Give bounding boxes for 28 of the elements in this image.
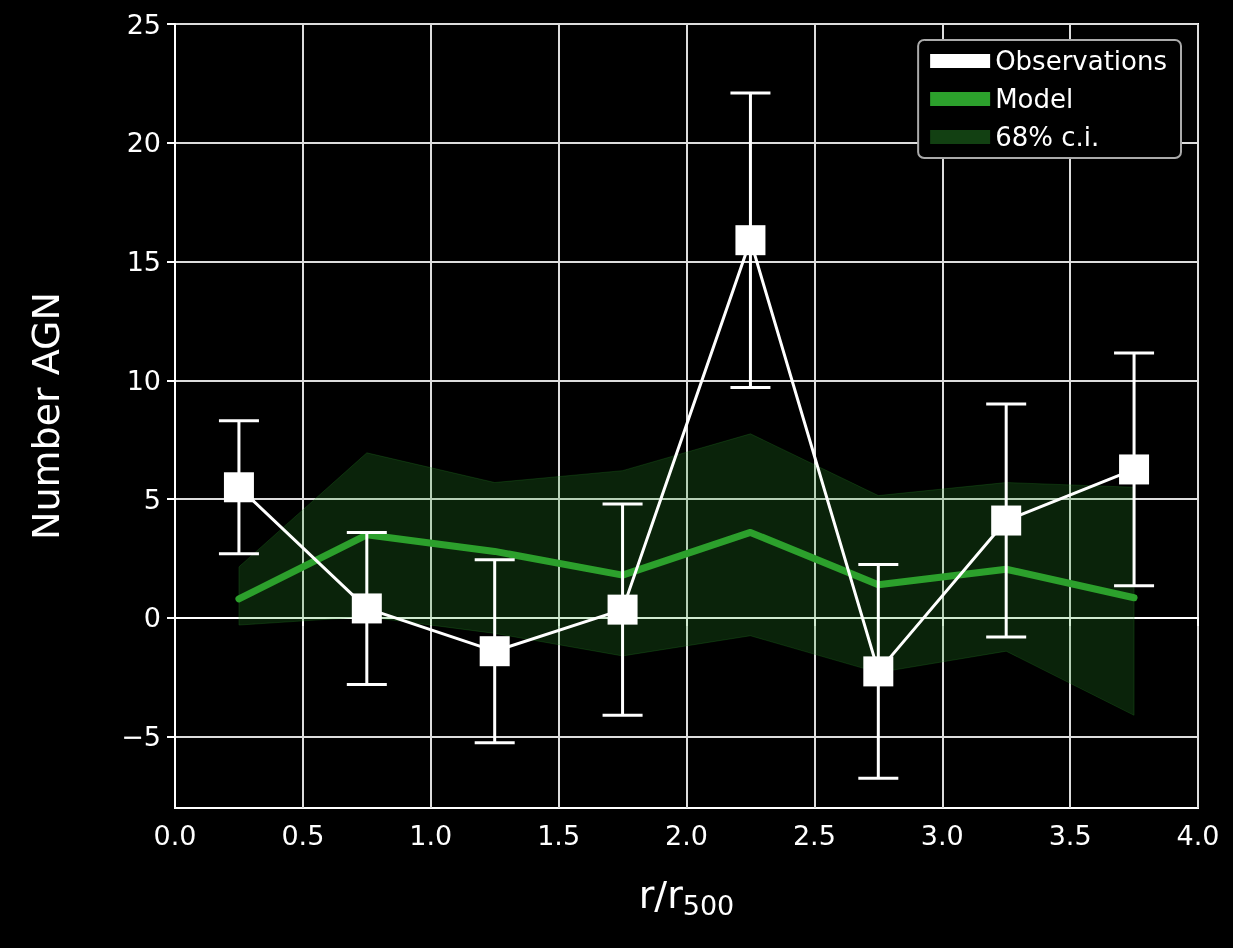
- y-tick-label: 10: [126, 364, 161, 396]
- x-tick-label: 0.0: [153, 820, 197, 851]
- y-tick-label: 0: [143, 602, 161, 634]
- point: [607, 594, 638, 625]
- point: [735, 225, 766, 256]
- y-axis-title: Number AGN: [24, 292, 68, 540]
- point: [991, 505, 1022, 536]
- point: [863, 656, 894, 687]
- x-tick-label: 1.0: [409, 820, 453, 851]
- x-tick-label: 3.5: [1048, 820, 1092, 851]
- y-tick-label: 20: [126, 127, 161, 159]
- x-tick-label: 0.5: [281, 820, 325, 851]
- legend-label: Model: [995, 84, 1074, 114]
- legend-label: 68% c.i.: [995, 122, 1100, 152]
- x-tick-label: 4.0: [1176, 820, 1220, 851]
- point: [1119, 454, 1150, 485]
- y-tick-label: 25: [126, 8, 161, 40]
- point: [351, 593, 382, 624]
- y-tick-label: 5: [143, 483, 161, 515]
- point: [479, 636, 510, 667]
- point: [223, 472, 254, 503]
- x-tick-label: 2.0: [665, 820, 708, 851]
- x-tick-label: 3.0: [920, 820, 964, 851]
- x-tick-label: 1.5: [537, 820, 581, 851]
- y-tick-label: 15: [126, 246, 161, 278]
- x-tick-label: 2.5: [792, 820, 836, 851]
- legend-label: Observations: [995, 46, 1168, 76]
- y-tick-label: −5: [121, 721, 161, 753]
